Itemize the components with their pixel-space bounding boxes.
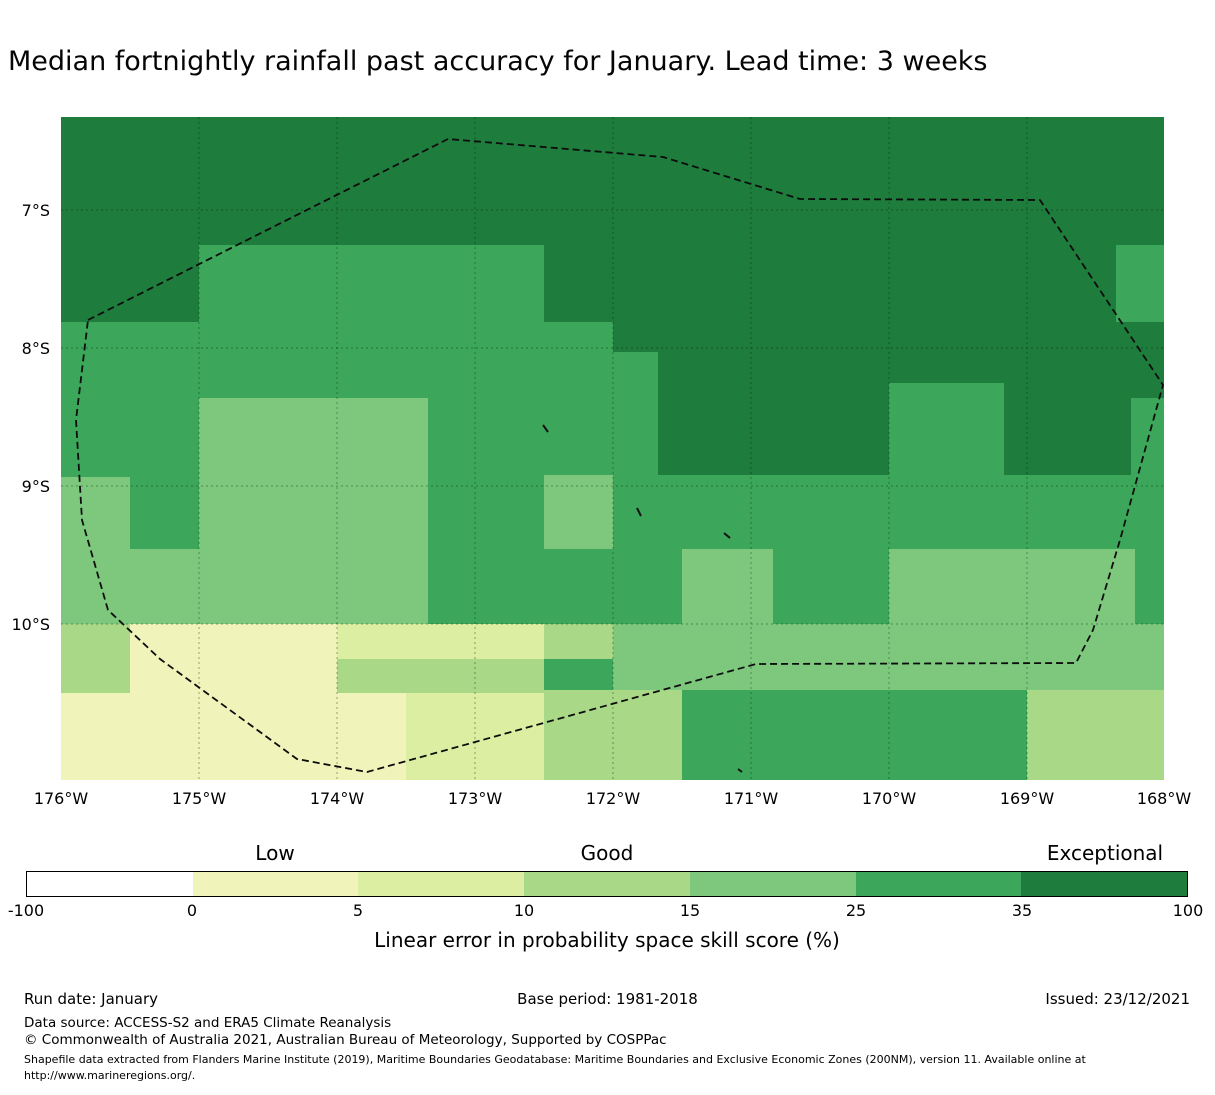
y-tick-label: 8°S bbox=[21, 339, 50, 358]
data-source: Data source: ACCESS-S2 and ERA5 Climate … bbox=[24, 1015, 392, 1031]
colorbar-tick-label: 0 bbox=[186, 901, 198, 920]
colorbar-tick-label: 35 bbox=[1011, 901, 1033, 920]
map-region bbox=[544, 352, 658, 398]
colorbar-segment-yg bbox=[358, 872, 525, 896]
map-region bbox=[406, 693, 544, 780]
map-region bbox=[544, 322, 613, 352]
colorbar-tick-label: -100 bbox=[7, 901, 45, 920]
colorbar-zone-label: Low bbox=[255, 841, 295, 865]
colorbar-segment-lg bbox=[524, 872, 690, 896]
y-tick-label: 9°S bbox=[21, 477, 50, 496]
copyright: © Commonwealth of Australia 2021, Austra… bbox=[24, 1032, 667, 1048]
base-period: Base period: 1981-2018 bbox=[517, 990, 698, 1008]
map-region bbox=[61, 477, 130, 624]
map-region bbox=[889, 383, 1004, 475]
map-region bbox=[1027, 690, 1164, 780]
map-region bbox=[337, 624, 544, 659]
colorbar-segment-y bbox=[192, 872, 359, 896]
colorbar-segment-mg bbox=[689, 872, 856, 896]
colorbar-tick-label: 25 bbox=[845, 901, 867, 920]
map-region bbox=[199, 245, 544, 398]
x-tick-label: 168°W bbox=[1136, 789, 1192, 808]
x-tick-label: 171°W bbox=[723, 789, 779, 808]
colorbar-segment-g bbox=[855, 872, 1022, 896]
colorbar-tick-label: 15 bbox=[679, 901, 701, 920]
colorbar-tick-label: 100 bbox=[1172, 901, 1204, 920]
map-region bbox=[773, 549, 889, 624]
x-tick-label: 175°W bbox=[171, 789, 227, 808]
map-region bbox=[544, 624, 613, 659]
map-region bbox=[1131, 398, 1164, 475]
x-tick-label: 174°W bbox=[309, 789, 365, 808]
figure-title: Median fortnightly rainfall past accurac… bbox=[8, 46, 988, 77]
map-region bbox=[61, 693, 406, 780]
x-tick-label: 169°W bbox=[999, 789, 1055, 808]
colorbar-tick-label: 5 bbox=[352, 901, 364, 920]
x-tick-label: 173°W bbox=[447, 789, 503, 808]
y-tick-label: 10°S bbox=[11, 615, 50, 634]
eez-boundary bbox=[75, 138, 1164, 773]
map-region bbox=[130, 477, 199, 549]
issued-date: Issued: 23/12/2021 bbox=[1045, 990, 1190, 1008]
map-region bbox=[428, 398, 658, 475]
colorbar-tick-label: 10 bbox=[513, 901, 535, 920]
map-region bbox=[337, 659, 544, 693]
x-tick-label: 176°W bbox=[33, 789, 89, 808]
colorbar bbox=[26, 871, 1188, 897]
map-region bbox=[889, 549, 1135, 624]
island-mark bbox=[542, 424, 549, 433]
colorbar-zone-label: Good bbox=[580, 841, 634, 865]
map-region bbox=[1135, 549, 1164, 624]
map-region bbox=[130, 549, 199, 624]
colorbar-segment-dg bbox=[1021, 872, 1188, 896]
island-mark bbox=[737, 768, 743, 773]
map-region bbox=[199, 398, 428, 624]
map-region bbox=[428, 549, 682, 624]
colorbar-title: Linear error in probability space skill … bbox=[374, 928, 840, 952]
colorbar-zone-label: Exceptional bbox=[1046, 841, 1164, 865]
colorbar-segment-w bbox=[27, 872, 193, 896]
map-region bbox=[544, 690, 682, 780]
map-region bbox=[61, 624, 130, 693]
shapefile-note: Shapefile data extracted from Flanders M… bbox=[24, 1053, 1086, 1082]
island-mark bbox=[636, 507, 642, 517]
run-date: Run date: January bbox=[24, 990, 159, 1008]
rainfall-skill-map bbox=[61, 117, 1164, 780]
map-region bbox=[682, 690, 1027, 780]
map-region bbox=[130, 624, 337, 693]
map-region bbox=[1116, 245, 1164, 322]
island-mark bbox=[723, 532, 731, 539]
map-region bbox=[613, 475, 1164, 549]
map-region bbox=[682, 549, 773, 624]
map-region bbox=[613, 624, 1164, 690]
y-tick-label: 7°S bbox=[21, 201, 50, 220]
map-region bbox=[544, 475, 613, 549]
x-tick-label: 170°W bbox=[861, 789, 917, 808]
map-region bbox=[544, 659, 613, 693]
x-tick-label: 172°W bbox=[585, 789, 641, 808]
map-overlay bbox=[61, 117, 1164, 780]
